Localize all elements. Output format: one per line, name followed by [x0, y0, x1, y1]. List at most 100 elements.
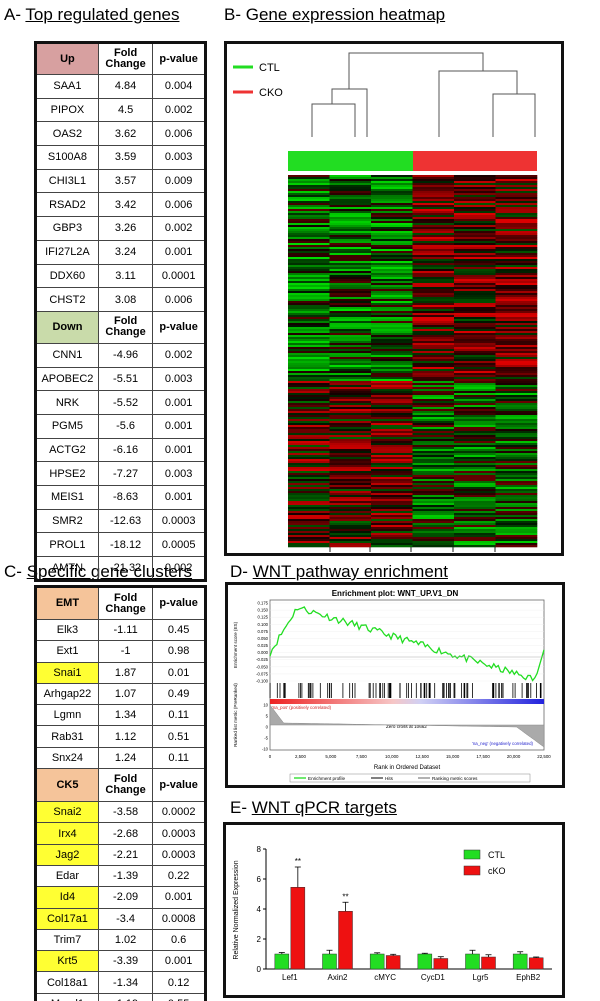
heatmap-cell: [495, 323, 538, 326]
heatmap-cell: [329, 303, 372, 306]
heatmap-cell: [412, 319, 455, 322]
heatmap-cell: [371, 315, 413, 318]
rank-tick-label: 0: [266, 725, 269, 730]
heatmap-cell: [454, 187, 496, 190]
heatmap-cell: [329, 359, 372, 362]
heatmap-cell: [288, 429, 330, 432]
heatmap-cell: [371, 505, 413, 508]
es-tick-label: -0.075: [256, 671, 269, 676]
heatmap-cell: [288, 475, 330, 478]
heatmap-cell: [412, 459, 455, 462]
heatmap-cell: [371, 453, 413, 456]
heatmap-cell: [454, 417, 496, 420]
heatmap-cell: [495, 189, 538, 192]
heatmap-cell: [454, 247, 496, 250]
heatmap-cell: [329, 229, 372, 232]
gene-name: Snai2: [35, 801, 99, 824]
gene-name: Krt5: [35, 950, 99, 973]
heatmap-cell: [288, 351, 330, 354]
heatmap-cell: [288, 263, 330, 266]
heatmap-cell: [371, 279, 413, 282]
heatmap-cell: [412, 287, 455, 290]
heatmap-cell: [371, 433, 413, 436]
heatmap-cell: [412, 371, 455, 374]
heatmap-cell: [329, 233, 372, 236]
heatmap-cell: [454, 325, 496, 328]
heatmap-cell: [454, 309, 496, 312]
heatmap-cell: [371, 529, 413, 532]
heatmap-cell: [412, 285, 455, 288]
heatmap-cell: [329, 179, 372, 182]
heatmap-cell: [329, 211, 372, 214]
heatmap-cell: [454, 283, 496, 286]
heatmap-cell: [412, 495, 455, 498]
qpcr-legend-label: cKO: [488, 866, 506, 876]
fold-change: 1.24: [97, 746, 154, 770]
heatmap-cell: [288, 305, 330, 308]
heatmap-cell: [495, 479, 538, 482]
pos-label: 'na_pos' (positively correlated): [272, 705, 332, 710]
es-axis-label: Enrichment score (ES): [233, 621, 238, 668]
heatmap-cell: [329, 449, 372, 452]
heatmap-cell: [495, 497, 538, 500]
heatmap-cell: [454, 223, 496, 226]
p-value: 0.55: [152, 992, 206, 1001]
heatmap-cell: [288, 503, 330, 506]
heatmap-cell: [288, 247, 330, 250]
fold-change: -21.32: [97, 556, 154, 581]
heatmap-cell: [329, 413, 372, 416]
table-row: Id4 -2.09 0.001: [35, 886, 206, 909]
heatmap-cell: [329, 175, 372, 178]
table-row: Col17a1 -3.4 0.0008: [35, 907, 206, 930]
heatmap-cell: [329, 481, 372, 484]
heatmap-cell: [454, 329, 496, 332]
heatmap-cell: [371, 495, 413, 498]
heatmap-cell: [454, 501, 496, 504]
fold-change: -8.63: [97, 485, 154, 510]
neg-label: 'na_neg' (negatively correlated): [472, 741, 534, 746]
heatmap-cell: [371, 519, 413, 522]
heatmap-cell: [495, 185, 538, 188]
group-header: Down: [35, 310, 99, 344]
heatmap-cell: [329, 515, 372, 518]
heatmap-cell: [454, 521, 496, 524]
heatmap-cell: [371, 489, 413, 492]
qpcr-svg: Relative Normalized Expression 0 2 4 6 8 Lef1…: [233, 845, 552, 982]
heatmap-cell: [495, 463, 538, 466]
heatmap-cell: [495, 405, 538, 408]
gsea-x-label: Rank in Ordered Dataset: [374, 765, 441, 771]
heatmap-cell: [288, 461, 330, 464]
panel-d-prefix: D-: [230, 562, 248, 581]
heatmap-cell: [288, 405, 330, 408]
panel-e-title: E- WNT qPCR targets: [230, 798, 397, 818]
heatmap-cell: [288, 391, 330, 394]
heatmap-cell: [454, 457, 496, 460]
heatmap-cell: [454, 313, 496, 316]
heatmap-cell: [371, 225, 413, 228]
heatmap-cell: [412, 465, 455, 468]
heatmap-cell: [371, 445, 413, 448]
heatmap-cell: [495, 495, 538, 498]
heatmap-cell: [412, 541, 455, 544]
heatmap-cell: [371, 397, 413, 400]
heatmap-cell: [288, 415, 330, 418]
heatmap-cell: [329, 313, 372, 316]
heatmap-cell: [371, 475, 413, 478]
heatmap-cell: [412, 213, 455, 216]
gene-name: NRK: [35, 390, 99, 415]
heatmap-cell: [371, 243, 413, 246]
heatmap-cell: [329, 439, 372, 442]
heatmap-cell: [288, 209, 330, 212]
heatmap-cell: [454, 291, 496, 294]
heatmap-cell: [288, 477, 330, 480]
heatmap-cell: [288, 447, 330, 450]
qpcr-category-label: Lef1: [282, 973, 298, 982]
heatmap-cell: [288, 395, 330, 398]
heatmap-cell: [288, 347, 330, 350]
heatmap-cell: [495, 241, 538, 244]
heatmap-cell: [329, 457, 372, 460]
heatmap-cell: [454, 253, 496, 256]
qpcr-bars: ** **: [274, 857, 544, 970]
p-value-header: p-value: [152, 42, 206, 75]
heatmap-cell: [371, 201, 413, 204]
